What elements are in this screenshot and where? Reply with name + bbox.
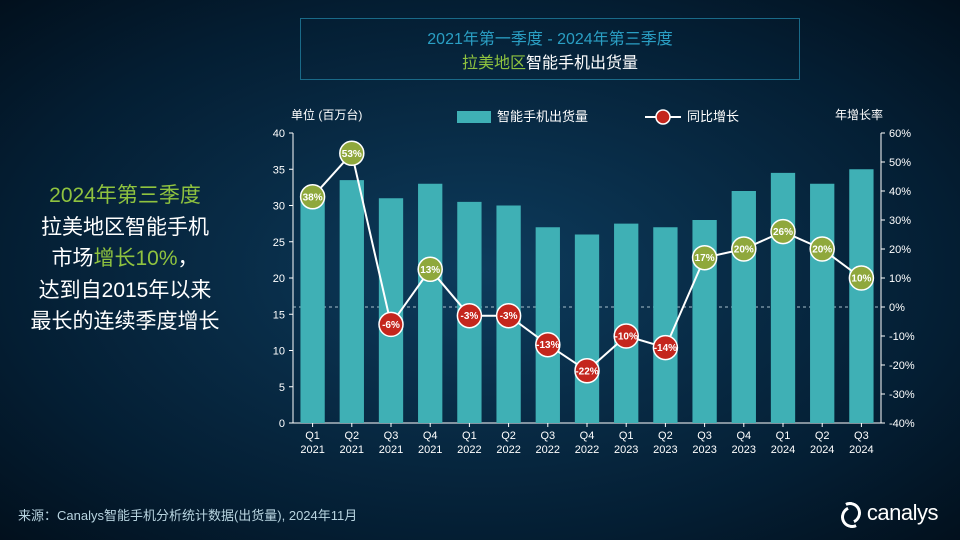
svg-text:0: 0: [279, 418, 285, 430]
svg-text:-30%: -30%: [889, 389, 915, 401]
svg-text:Q3: Q3: [854, 430, 869, 442]
canalys-logo: canalys: [839, 500, 938, 526]
svg-text:智能手机出货量: 智能手机出货量: [497, 109, 588, 124]
svg-text:Q2: Q2: [658, 430, 673, 442]
svg-text:2023: 2023: [732, 444, 756, 456]
svg-text:2022: 2022: [536, 444, 560, 456]
bar: [575, 235, 599, 424]
svg-text:单位 (百万台): 单位 (百万台): [291, 107, 362, 122]
svg-text:40%: 40%: [889, 186, 911, 198]
svg-text:-22%: -22%: [575, 366, 598, 377]
source-text: 来源：Canalys智能手机分析统计数据(出货量), 2024年11月: [18, 505, 357, 524]
svg-text:40: 40: [273, 128, 285, 140]
svg-text:2021: 2021: [379, 444, 403, 456]
bar: [849, 169, 873, 423]
svg-text:2022: 2022: [457, 444, 481, 456]
svg-text:0%: 0%: [889, 302, 905, 314]
bar: [810, 184, 834, 423]
svg-text:同比增长: 同比增长: [687, 109, 739, 124]
svg-text:Q2: Q2: [344, 430, 359, 442]
svg-text:2021: 2021: [340, 444, 364, 456]
svg-text:35: 35: [273, 164, 285, 176]
svg-text:2024: 2024: [849, 444, 873, 456]
svg-text:-40%: -40%: [889, 418, 915, 430]
svg-text:15: 15: [273, 309, 285, 321]
svg-text:年增长率: 年增长率: [835, 107, 883, 122]
svg-text:Q2: Q2: [501, 430, 516, 442]
svg-text:2023: 2023: [692, 444, 716, 456]
svg-text:2023: 2023: [614, 444, 638, 456]
svg-text:50%: 50%: [889, 157, 911, 169]
canalys-logo-icon: [839, 502, 861, 524]
svg-text:Q3: Q3: [540, 430, 555, 442]
chart-title-box: 2021年第一季度 - 2024年第三季度 拉美地区智能手机出货量: [300, 18, 800, 80]
svg-text:53%: 53%: [342, 149, 362, 160]
svg-text:Q1: Q1: [462, 430, 477, 442]
svg-text:2024: 2024: [771, 444, 795, 456]
svg-text:25: 25: [273, 237, 285, 249]
svg-text:10%: 10%: [889, 273, 911, 285]
bar: [732, 191, 756, 423]
bar: [340, 180, 364, 423]
svg-text:Q4: Q4: [736, 430, 751, 442]
svg-text:2022: 2022: [575, 444, 599, 456]
svg-text:2024: 2024: [810, 444, 834, 456]
svg-text:Q2: Q2: [815, 430, 830, 442]
svg-text:17%: 17%: [695, 253, 715, 264]
svg-text:-3%: -3%: [500, 311, 518, 322]
bar: [536, 227, 560, 423]
title-line1: 2021年第一季度 - 2024年第三季度: [311, 25, 789, 49]
svg-text:60%: 60%: [889, 128, 911, 140]
svg-text:30: 30: [273, 201, 285, 213]
svg-text:20%: 20%: [812, 245, 832, 256]
headline-text: 2024年第三季度 拉美地区智能手机 市场增长10%， 达到自2015年以来 最…: [10, 180, 240, 338]
svg-text:2021: 2021: [300, 444, 324, 456]
title-line2: 拉美地区智能手机出货量: [311, 49, 789, 73]
svg-text:Q1: Q1: [619, 430, 634, 442]
svg-text:10: 10: [273, 346, 285, 358]
svg-text:-10%: -10%: [889, 331, 915, 343]
bar: [379, 198, 403, 423]
svg-text:30%: 30%: [889, 215, 911, 227]
svg-text:2022: 2022: [496, 444, 520, 456]
svg-text:-3%: -3%: [461, 311, 479, 322]
svg-text:-10%: -10%: [615, 332, 638, 343]
svg-text:5: 5: [279, 382, 285, 394]
svg-text:-14%: -14%: [654, 343, 677, 354]
svg-text:-6%: -6%: [382, 320, 400, 331]
svg-text:Q1: Q1: [305, 430, 320, 442]
shipments-chart: 单位 (百万台) 年增长率 0 5 10 15 20 25 30 35 40 -40% -30% -20%…: [245, 95, 935, 475]
svg-text:Q4: Q4: [580, 430, 595, 442]
svg-text:2023: 2023: [653, 444, 677, 456]
svg-text:20%: 20%: [889, 244, 911, 256]
svg-text:2021: 2021: [418, 444, 442, 456]
bar: [771, 173, 795, 423]
svg-text:Q3: Q3: [384, 430, 399, 442]
svg-text:38%: 38%: [303, 192, 323, 203]
svg-text:Q4: Q4: [423, 430, 438, 442]
canalys-logo-text: canalys: [867, 500, 938, 526]
bar: [300, 195, 324, 423]
svg-text:13%: 13%: [420, 265, 440, 276]
svg-text:-20%: -20%: [889, 360, 915, 372]
svg-text:Q1: Q1: [776, 430, 791, 442]
svg-text:-13%: -13%: [536, 340, 559, 351]
svg-text:Q3: Q3: [697, 430, 712, 442]
svg-text:26%: 26%: [773, 227, 793, 238]
bar: [653, 227, 677, 423]
svg-text:10%: 10%: [851, 274, 871, 285]
svg-text:20%: 20%: [734, 245, 754, 256]
svg-text:20: 20: [273, 273, 285, 285]
bar: [418, 184, 442, 423]
